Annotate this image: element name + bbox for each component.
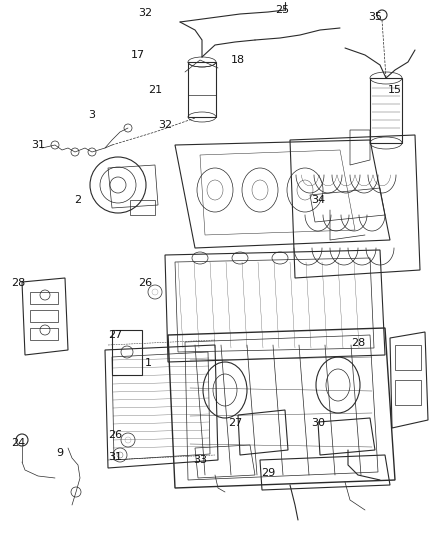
Text: 18: 18 (231, 55, 245, 65)
Text: 24: 24 (11, 438, 25, 448)
Bar (30, 292, 58, 304)
Bar (130, 200, 155, 215)
Text: 2: 2 (74, 195, 81, 205)
Bar (370, 78, 402, 143)
Text: 28: 28 (351, 338, 365, 348)
Text: 1: 1 (145, 358, 152, 368)
Bar (395, 345, 421, 370)
Text: 26: 26 (138, 278, 152, 288)
Text: 31: 31 (108, 452, 122, 462)
Text: 21: 21 (148, 85, 162, 95)
Text: 3: 3 (88, 110, 95, 120)
Bar (30, 310, 58, 322)
Bar (30, 328, 58, 340)
Bar (112, 330, 142, 375)
Text: 25: 25 (275, 5, 289, 15)
Text: 27: 27 (228, 418, 242, 428)
Bar (188, 62, 216, 117)
Text: 33: 33 (193, 455, 207, 465)
Text: 15: 15 (388, 85, 402, 95)
Text: 30: 30 (311, 418, 325, 428)
Text: 28: 28 (11, 278, 25, 288)
Bar (395, 380, 421, 405)
Text: 31: 31 (31, 140, 45, 150)
Text: 26: 26 (108, 430, 122, 440)
Text: 35: 35 (368, 12, 382, 22)
Text: 9: 9 (57, 448, 64, 458)
Text: 17: 17 (131, 50, 145, 60)
Text: 34: 34 (311, 195, 325, 205)
Text: 32: 32 (138, 8, 152, 18)
Text: 29: 29 (261, 468, 275, 478)
Text: 27: 27 (108, 330, 122, 340)
Text: 32: 32 (158, 120, 172, 130)
